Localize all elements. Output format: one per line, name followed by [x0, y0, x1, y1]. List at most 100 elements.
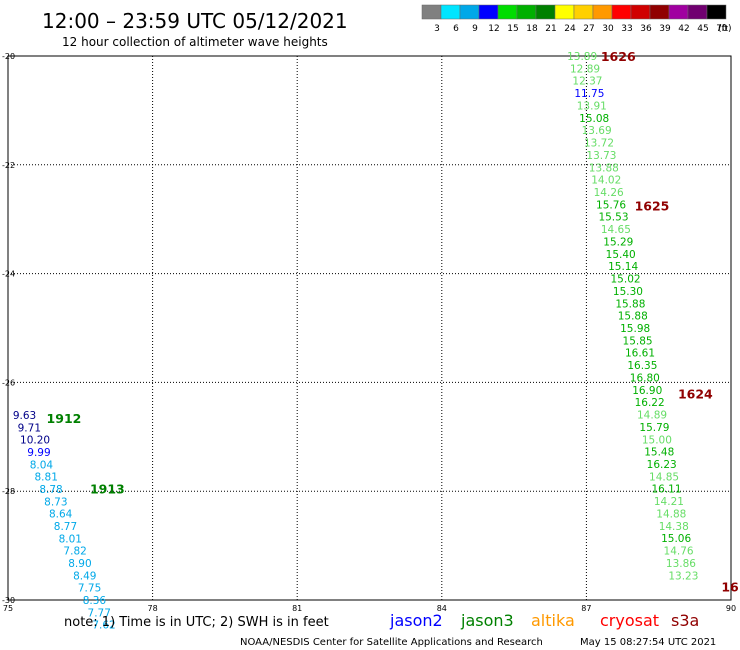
- wave-height-value: 16.23: [647, 459, 677, 471]
- wave-height-value: 16.61: [625, 347, 655, 359]
- legend-label: 33: [621, 24, 632, 34]
- wave-height-value: 7.77: [88, 608, 111, 620]
- satellite-legend: jason2 jason3 altika cryosat s3a: [389, 611, 699, 630]
- y-tick-label: -30: [2, 596, 15, 605]
- wave-height-value: 16.90: [632, 385, 662, 397]
- y-tick-label: -28: [2, 487, 15, 496]
- wave-height-value: 14.89: [637, 409, 667, 421]
- legend-label: 30: [602, 24, 614, 34]
- legend-swatch: [592, 4, 613, 20]
- wave-height-value: 15.00: [642, 435, 672, 447]
- legend-swatch: [554, 4, 575, 20]
- y-tick-label: -22: [2, 161, 15, 170]
- legend-swatch: [630, 4, 651, 20]
- pass-time-label: 1913: [90, 481, 125, 496]
- data-points: 13.8912.8912.3711.7513.9115.0813.6913.72…: [13, 51, 699, 631]
- y-tick-label: -26: [2, 378, 15, 387]
- pass-time-label: 1625: [635, 199, 670, 214]
- wave-height-value: 15.30: [613, 286, 643, 298]
- wave-height-value: 15.98: [620, 323, 650, 335]
- wave-height-value: 8.49: [73, 571, 96, 583]
- footer-note: note: 1) Time is in UTC; 2) SWH is in fe…: [64, 615, 329, 630]
- wave-height-value: 14.88: [656, 509, 686, 521]
- wave-height-value: 14.76: [664, 545, 694, 557]
- legend-swatch: [649, 4, 670, 20]
- wave-height-value: 15.53: [598, 211, 628, 223]
- wave-height-value: 16.35: [627, 360, 657, 372]
- legend-label: 6: [453, 24, 459, 34]
- wave-height-value: 15.40: [606, 249, 636, 261]
- wave-height-value: 8.90: [68, 558, 91, 570]
- x-tick-label: 81: [292, 604, 302, 613]
- wave-height-value: 15.48: [644, 446, 674, 458]
- x-tick-label: 78: [148, 604, 158, 613]
- wave-height-value: 13.72: [584, 137, 614, 149]
- legend-swatch: [421, 4, 442, 20]
- wave-height-value: 15.29: [603, 237, 633, 249]
- wave-height-value: 8.01: [59, 534, 82, 546]
- wave-height-value: 7.62: [92, 619, 115, 631]
- legend-label: 24: [564, 24, 576, 34]
- wave-height-value: 11.75: [574, 88, 604, 100]
- wave-height-value: 12.37: [572, 75, 602, 87]
- x-tick-label: 87: [581, 604, 591, 613]
- wave-height-value: 13.91: [577, 101, 607, 113]
- wave-height-value: 13.89: [567, 51, 597, 63]
- wave-height-value: 14.21: [654, 496, 684, 508]
- wave-height-value: 8.81: [35, 472, 58, 484]
- wave-height-value: 14.38: [659, 521, 689, 533]
- satellite-name: jason3: [460, 611, 514, 630]
- chart-subtitle: 12 hour collection of altimeter wave hei…: [62, 35, 328, 49]
- time-labels: 1626 1625 1624 16 1912 1913: [47, 49, 739, 594]
- wave-height-value: 13.69: [582, 125, 612, 137]
- chart-title: 12:00 – 23:59 UTC 05/12/2021: [42, 9, 348, 33]
- wave-height-value: 14.26: [594, 187, 624, 199]
- legend-swatch: [668, 4, 689, 20]
- wave-height-value: 8.78: [39, 484, 62, 496]
- wave-height-value: 9.63: [13, 410, 36, 422]
- wave-height-value: 9.99: [27, 447, 50, 459]
- wave-height-value: 14.02: [591, 174, 621, 186]
- wave-height-value: 15.06: [661, 533, 691, 545]
- x-tick-label: 84: [437, 604, 447, 613]
- legend-label: 12: [488, 24, 499, 34]
- wave-height-value: 15.08: [579, 113, 609, 125]
- x-tick-label: 75: [3, 604, 13, 613]
- wave-height-value: 8.73: [44, 497, 67, 509]
- wave-height-value: 8.77: [54, 521, 77, 533]
- legend-swatch: [687, 4, 708, 20]
- x-tick-label: 90: [726, 604, 736, 613]
- satellite-name: s3a: [671, 611, 699, 630]
- legend-label: 45: [697, 24, 708, 34]
- pass-time-label: 1624: [678, 386, 713, 401]
- wave-height-value: 15.88: [618, 310, 648, 322]
- wave-height-value: 15.88: [615, 299, 645, 311]
- legend-label: 42: [678, 24, 689, 34]
- y-tick-label: -24: [2, 270, 15, 279]
- wave-height-value: 8.36: [83, 595, 107, 607]
- legend-swatch: [497, 4, 518, 20]
- legend-label: 9: [472, 24, 478, 34]
- footer-timestamp: May 15 08:27:54 UTC 2021: [580, 637, 716, 648]
- wave-height-value: 13.86: [666, 558, 696, 570]
- wave-height-value: 7.82: [63, 545, 86, 557]
- wave-height-value: 8.04: [30, 460, 54, 472]
- footer-credit: NOAA/NESDIS Center for Satellite Applica…: [240, 637, 543, 648]
- y-tick-label: -20: [2, 52, 15, 61]
- legend-label: 15: [507, 24, 518, 34]
- legend-label: 18: [526, 24, 538, 34]
- legend-label: 39: [659, 24, 671, 34]
- pass-time-label: 16: [721, 579, 739, 594]
- legend-swatch: [516, 4, 537, 20]
- wave-height-value: 9.71: [18, 423, 41, 435]
- legend-swatch: [535, 4, 556, 20]
- legend-label: 3: [434, 24, 440, 34]
- axis-ticks: 75 78 81 84 87 90 -20 -22 -24 -26 -28 -30: [2, 52, 736, 613]
- wave-height-value: 14.65: [601, 224, 631, 236]
- legend-label: 70: [716, 24, 728, 34]
- wave-height-value: 13.23: [668, 571, 698, 583]
- satellite-name: jason2: [389, 611, 443, 630]
- legend-label: 36: [640, 24, 652, 34]
- wave-height-value: 13.88: [589, 163, 619, 175]
